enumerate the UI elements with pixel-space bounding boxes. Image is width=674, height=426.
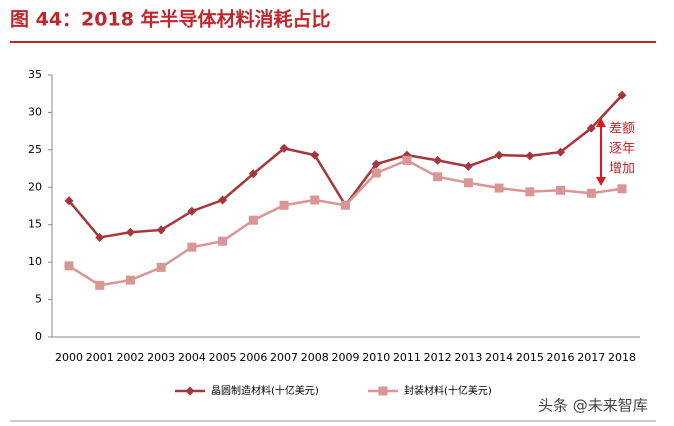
- y-tick-label: 5: [35, 293, 42, 306]
- x-tick-label: 2005: [209, 351, 237, 364]
- point: [433, 155, 443, 165]
- x-tick-label: 2018: [608, 351, 636, 364]
- point: [156, 225, 166, 235]
- series-line: [68, 158, 623, 287]
- x-tick-label: 2008: [301, 351, 329, 364]
- point: [378, 386, 388, 396]
- point: [371, 168, 381, 178]
- point: [556, 147, 566, 157]
- point: [95, 280, 105, 290]
- x-tick-label: 2011: [393, 351, 421, 364]
- point: [617, 184, 627, 194]
- point: [64, 196, 74, 206]
- y-tick-label: 25: [28, 143, 42, 156]
- y-tick-label: 20: [28, 180, 42, 193]
- y-tick-label: 0: [35, 330, 42, 343]
- point: [525, 151, 535, 161]
- x-tick-label: 2012: [424, 351, 452, 364]
- x-tick-label: 2007: [270, 351, 298, 364]
- chart-title: 图 44：2018 年半导体材料消耗占比: [10, 8, 331, 31]
- annotation: 增加: [609, 162, 635, 177]
- x-tick-label: 2016: [547, 351, 575, 364]
- legend-label: 封装材料(十亿美元): [404, 384, 492, 397]
- point: [556, 185, 566, 195]
- point: [125, 227, 135, 237]
- annotation: 差额: [609, 122, 635, 137]
- y-tick-label: 10: [28, 255, 42, 268]
- point: [402, 155, 412, 165]
- point: [586, 188, 596, 198]
- y-tick-label: 30: [28, 105, 42, 118]
- x-tick-label: 2010: [362, 351, 390, 364]
- arrow-head: [596, 177, 606, 186]
- point: [586, 123, 596, 133]
- x-tick-label: 2002: [116, 351, 144, 364]
- x-tick-label: 2009: [332, 351, 360, 364]
- point: [310, 195, 320, 205]
- point: [248, 215, 258, 225]
- point: [185, 386, 195, 396]
- arrow-head: [596, 118, 606, 127]
- y-tick-label: 35: [28, 68, 42, 81]
- point: [125, 275, 135, 285]
- x-tick-label: 2001: [86, 351, 114, 364]
- point: [617, 90, 627, 100]
- watermark: 头条 @未来智库: [538, 397, 648, 415]
- point: [463, 178, 473, 188]
- annotation: 逐年: [609, 142, 635, 157]
- point: [95, 232, 105, 242]
- x-tick-label: 2006: [239, 351, 267, 364]
- point: [218, 236, 228, 246]
- point: [279, 200, 289, 210]
- point: [341, 200, 350, 210]
- point: [248, 169, 258, 179]
- point: [187, 242, 197, 252]
- point: [156, 262, 166, 272]
- x-tick-label: 2013: [454, 351, 482, 364]
- x-tick-label: 2004: [178, 351, 206, 364]
- legend-label: 晶圆制造材料(十亿美元): [211, 384, 319, 397]
- point: [279, 143, 289, 153]
- x-tick-label: 2017: [577, 351, 605, 364]
- point: [463, 161, 473, 171]
- point: [64, 261, 74, 271]
- x-tick-label: 2015: [516, 351, 544, 364]
- series-line: [68, 94, 623, 239]
- x-tick-label: 2014: [485, 351, 513, 364]
- point: [494, 183, 504, 193]
- x-tick-label: 2003: [147, 351, 175, 364]
- point: [187, 206, 197, 216]
- point: [218, 195, 228, 205]
- point: [525, 187, 535, 197]
- point: [371, 159, 381, 169]
- point: [310, 150, 320, 160]
- x-tick-label: 2000: [55, 351, 83, 364]
- point: [433, 172, 443, 182]
- point: [494, 150, 504, 160]
- y-tick-label: 15: [28, 218, 42, 231]
